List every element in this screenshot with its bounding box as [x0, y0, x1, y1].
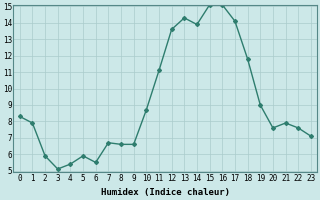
X-axis label: Humidex (Indice chaleur): Humidex (Indice chaleur) — [101, 188, 230, 197]
